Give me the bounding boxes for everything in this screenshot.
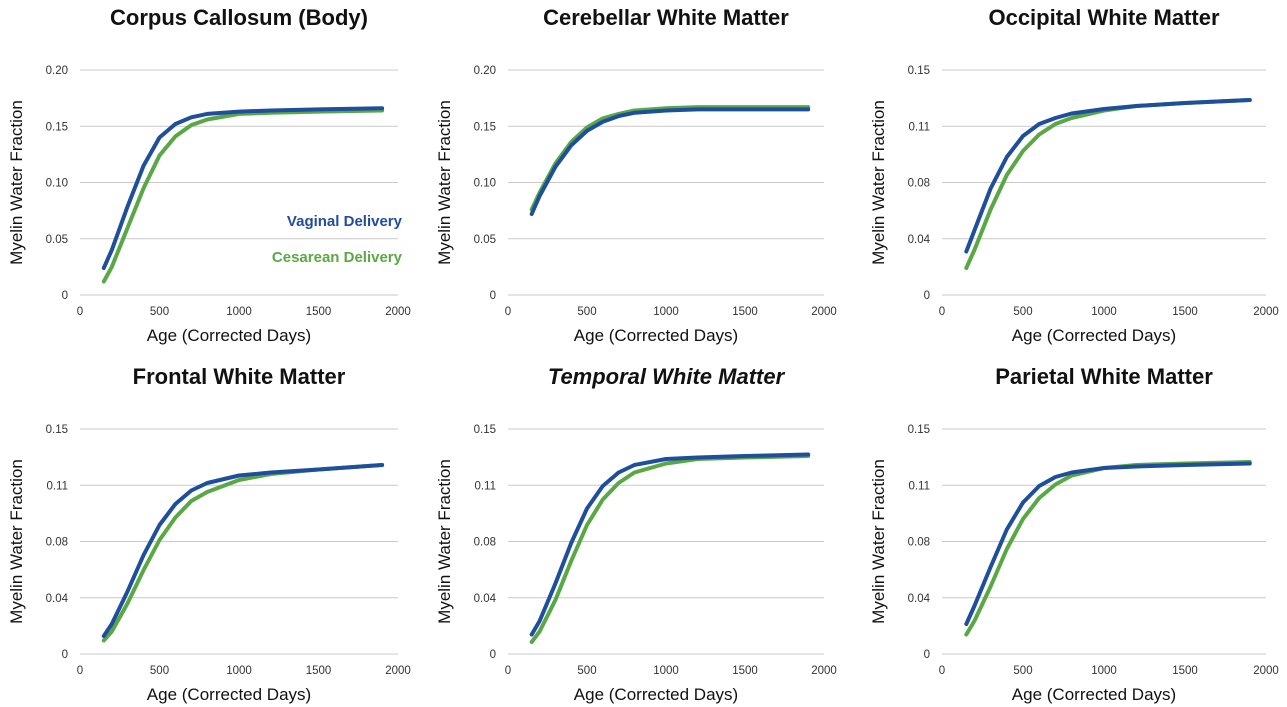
y-tick-label: 0.15 — [908, 424, 930, 436]
x-tick-label: 0 — [939, 306, 945, 318]
x-tick-label: 0 — [505, 306, 511, 318]
y-tick-label: 0.11 — [908, 480, 930, 492]
y-axis-label: Myelin Water Fraction — [7, 459, 26, 624]
y-tick-label: 0.11 — [46, 480, 68, 492]
x-tick-label: 1000 — [1091, 306, 1117, 318]
x-tick-label: 2000 — [385, 665, 411, 677]
y-tick-label: 0.10 — [474, 178, 496, 190]
x-tick-label: 1000 — [653, 665, 679, 677]
panel-title: Corpus Callosum (Body) — [110, 5, 368, 30]
x-tick-label: 1500 — [306, 306, 332, 318]
panel-title: Cerebellar White Matter — [543, 5, 789, 30]
x-tick-label: 500 — [1013, 306, 1032, 318]
y-tick-label: 0.04 — [908, 234, 931, 246]
x-tick-label: 500 — [577, 665, 596, 677]
chart-panel-temporal-white-matter: 0 0.04 0.08 0.11 0.15 0 500 1000 1500 2000 Tempora… — [435, 364, 837, 704]
y-tick-label: 0.20 — [46, 65, 68, 77]
y-tick-label: 0.11 — [908, 121, 930, 133]
x-tick-label: 1500 — [306, 665, 332, 677]
series-line-cesarean-delivery — [964, 460, 1252, 637]
y-tick-label: 0.15 — [474, 424, 496, 436]
x-tick-label: 2000 — [1253, 306, 1279, 318]
y-tick-label: 0.05 — [474, 234, 496, 246]
y-axis-label: Myelin Water Fraction — [435, 459, 454, 624]
series-line-vaginal-delivery — [529, 452, 811, 637]
y-tick-label: 0.15 — [46, 121, 68, 133]
y-axis-label: Myelin Water Fraction — [869, 459, 888, 624]
legend-entry-cesarean-delivery: Cesarean Delivery — [272, 249, 403, 266]
y-tick-label: 0.10 — [46, 178, 68, 190]
panel-title: Occipital White Matter — [988, 5, 1219, 30]
y-tick-label: 0.04 — [474, 593, 497, 605]
y-tick-label: 0.04 — [46, 593, 69, 605]
series-line-vaginal-delivery — [101, 463, 385, 638]
chart-panel-corpus-callosum-body: 0 0.05 0.10 0.15 0.20 0 500 1000 1500 2000 Corpus … — [7, 5, 411, 345]
y-tick-label: 0.15 — [474, 121, 496, 133]
x-axis-label: Age (Corrected Days) — [1012, 326, 1176, 345]
panel-title: Parietal White Matter — [995, 364, 1213, 389]
y-tick-label: 0.11 — [474, 480, 496, 492]
x-tick-label: 0 — [77, 665, 83, 677]
y-tick-label: 0.05 — [46, 234, 68, 246]
y-tick-label: 0.08 — [908, 178, 930, 190]
chart-panel-parietal-white-matter: 0 0.04 0.08 0.11 0.15 0 500 1000 1500 2000 Parieta… — [869, 364, 1279, 704]
series-line-vaginal-delivery — [101, 106, 385, 270]
x-axis-label: Age (Corrected Days) — [147, 326, 311, 345]
y-tick-label: 0 — [62, 649, 68, 661]
panel-title: Frontal White Matter — [133, 364, 346, 389]
y-axis-label: Myelin Water Fraction — [435, 100, 454, 265]
chart-panel-cerebellar-white-matter: 0 0.05 0.10 0.15 0.20 0 500 1000 1500 2000 Cerebel… — [435, 5, 837, 345]
x-axis-label: Age (Corrected Days) — [147, 685, 311, 704]
x-tick-label: 2000 — [811, 306, 837, 318]
x-tick-label: 1000 — [226, 665, 252, 677]
series-line-cesarean-delivery — [964, 98, 1252, 270]
x-tick-label: 1500 — [732, 665, 758, 677]
series-line-cesarean-delivery — [529, 105, 811, 212]
y-tick-label: 0.15 — [908, 65, 930, 77]
x-tick-label: 0 — [939, 665, 945, 677]
y-axis-label: Myelin Water Fraction — [7, 100, 26, 265]
legend-entry-vaginal-delivery: Vaginal Delivery — [287, 213, 403, 230]
series-line-vaginal-delivery — [964, 461, 1252, 626]
series-line-cesarean-delivery — [101, 108, 385, 284]
x-tick-label: 2000 — [1253, 665, 1279, 677]
x-tick-label: 500 — [150, 306, 169, 318]
y-tick-label: 0 — [924, 649, 930, 661]
series-line-vaginal-delivery — [964, 98, 1252, 254]
y-tick-label: 0 — [490, 649, 496, 661]
series-line-vaginal-delivery — [529, 107, 811, 216]
x-tick-label: 1500 — [732, 306, 758, 318]
y-tick-label: 0.20 — [474, 65, 496, 77]
x-tick-label: 0 — [77, 306, 83, 318]
panel-title: Temporal White Matter — [548, 364, 786, 389]
x-tick-label: 500 — [1013, 665, 1032, 677]
x-axis-label: Age (Corrected Days) — [574, 685, 738, 704]
y-tick-label: 0.15 — [46, 424, 68, 436]
x-tick-label: 1500 — [1172, 306, 1198, 318]
y-tick-label: 0.08 — [908, 537, 930, 549]
y-tick-label: 0 — [490, 290, 496, 302]
x-tick-label: 0 — [505, 665, 511, 677]
x-tick-label: 500 — [577, 306, 596, 318]
y-tick-label: 0.08 — [46, 537, 68, 549]
x-tick-label: 1000 — [653, 306, 679, 318]
x-axis-label: Age (Corrected Days) — [1012, 685, 1176, 704]
x-tick-label: 1500 — [1172, 665, 1198, 677]
x-tick-label: 500 — [150, 665, 169, 677]
series-line-cesarean-delivery — [529, 454, 811, 644]
y-tick-label: 0 — [924, 290, 930, 302]
x-tick-label: 2000 — [385, 306, 411, 318]
x-axis-label: Age (Corrected Days) — [574, 326, 738, 345]
y-tick-label: 0.08 — [474, 537, 496, 549]
y-tick-label: 0 — [62, 290, 68, 302]
y-axis-label: Myelin Water Fraction — [869, 100, 888, 265]
chart-panel-occipital-white-matter: 0 0.04 0.08 0.11 0.15 0 500 1000 1500 2000 Occipit… — [869, 5, 1279, 345]
x-tick-label: 2000 — [811, 665, 837, 677]
chart-panel-frontal-white-matter: 0 0.04 0.08 0.11 0.15 0 500 1000 1500 2000 Frontal… — [7, 364, 411, 704]
y-tick-label: 0.04 — [908, 593, 931, 605]
x-tick-label: 1000 — [1091, 665, 1117, 677]
x-tick-label: 1000 — [226, 306, 252, 318]
